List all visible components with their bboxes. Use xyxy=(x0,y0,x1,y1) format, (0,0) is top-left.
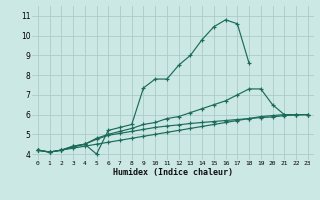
X-axis label: Humidex (Indice chaleur): Humidex (Indice chaleur) xyxy=(113,168,233,177)
